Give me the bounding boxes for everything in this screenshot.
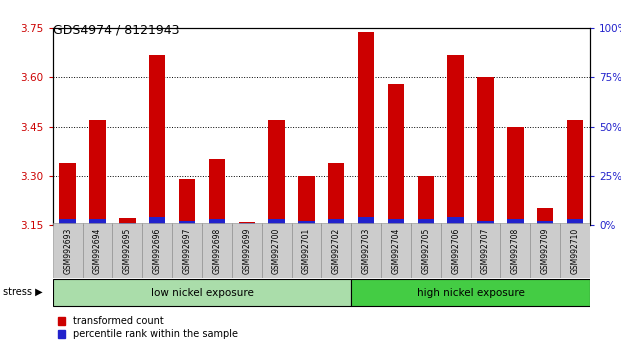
Bar [149,55,165,225]
Bar [471,223,501,278]
Text: GSM992710: GSM992710 [571,227,579,274]
Text: stress ▶: stress ▶ [3,287,43,297]
Bar [149,217,165,225]
Bar [119,218,135,225]
Bar [291,223,322,278]
Text: GSM992704: GSM992704 [391,227,401,274]
Bar [53,223,83,278]
Text: GDS4974 / 8121943: GDS4974 / 8121943 [53,23,179,36]
Text: high nickel exposure: high nickel exposure [417,288,525,298]
Text: GSM992702: GSM992702 [332,227,341,274]
Bar [53,279,351,307]
Bar [232,223,261,278]
Bar [537,209,553,225]
Bar [411,223,441,278]
Text: GSM992700: GSM992700 [272,227,281,274]
Bar [501,223,530,278]
Bar [478,221,494,225]
Text: low nickel exposure: low nickel exposure [150,288,253,298]
Bar [142,223,172,278]
Bar [60,219,76,225]
Bar [507,219,524,225]
Text: GSM992699: GSM992699 [242,227,252,274]
Bar [119,223,135,225]
Bar [530,223,560,278]
Bar [261,223,291,278]
Text: GSM992701: GSM992701 [302,227,311,274]
Text: GSM992706: GSM992706 [451,227,460,274]
Bar [112,223,142,278]
Bar [179,179,195,225]
Bar [388,219,404,225]
Text: GSM992708: GSM992708 [511,227,520,274]
Bar [209,159,225,225]
Bar [268,120,285,225]
Text: GSM992695: GSM992695 [123,227,132,274]
Bar [567,219,583,225]
Text: GSM992709: GSM992709 [541,227,550,274]
Bar [417,219,434,225]
Text: GSM992705: GSM992705 [421,227,430,274]
Text: GSM992694: GSM992694 [93,227,102,274]
Bar [298,221,315,225]
Bar [358,217,374,225]
Bar [441,223,471,278]
Bar [298,176,315,225]
Bar [322,223,351,278]
Bar [179,221,195,225]
Bar [358,32,374,225]
Bar [560,223,590,278]
Text: GSM992707: GSM992707 [481,227,490,274]
Bar [507,126,524,225]
Text: GSM992697: GSM992697 [183,227,191,274]
Bar [381,223,411,278]
Text: GSM992696: GSM992696 [153,227,161,274]
Bar [89,219,106,225]
Bar [89,120,106,225]
Bar [567,120,583,225]
Text: GSM992703: GSM992703 [361,227,371,274]
Text: GSM992698: GSM992698 [212,227,222,274]
Bar [202,223,232,278]
Bar [448,217,464,225]
Bar [478,78,494,225]
Bar [238,222,255,225]
Text: GSM992693: GSM992693 [63,227,72,274]
Bar [60,162,76,225]
Bar [388,84,404,225]
Legend: transformed count, percentile rank within the sample: transformed count, percentile rank withi… [58,316,238,339]
Bar [448,55,464,225]
Bar [83,223,112,278]
Bar [351,223,381,278]
Bar [268,219,285,225]
Bar [328,219,345,225]
Bar [351,279,590,307]
Bar [328,162,345,225]
Bar [417,176,434,225]
Bar [238,223,255,225]
Bar [209,219,225,225]
Bar [172,223,202,278]
Bar [537,221,553,225]
